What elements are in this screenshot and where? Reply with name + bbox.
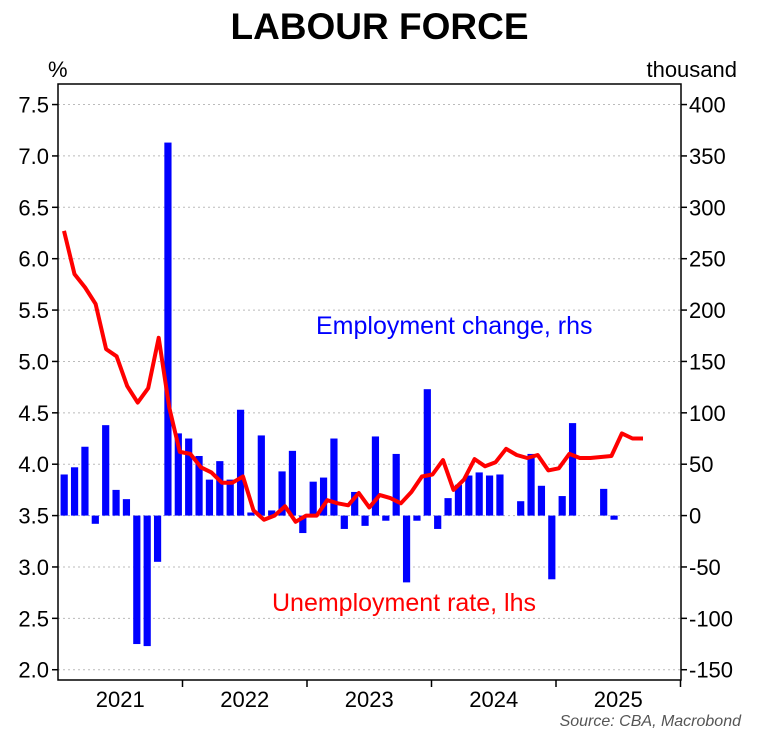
employment-bar xyxy=(371,436,380,516)
employment-bar xyxy=(568,423,577,516)
employment-bars xyxy=(60,142,618,647)
employment-bar xyxy=(195,455,203,516)
employment-bar xyxy=(496,474,504,516)
employment-bar xyxy=(444,498,452,516)
employment-bar xyxy=(330,438,338,516)
employment-bar xyxy=(236,409,245,516)
employment-bar xyxy=(361,515,369,526)
employment-bar xyxy=(205,479,214,516)
right-tick-label: -50 xyxy=(689,555,721,580)
employment-bar xyxy=(70,467,79,516)
employment-bar xyxy=(60,474,68,516)
left-tick-label: 6.5 xyxy=(18,195,49,220)
right-tick-label: 400 xyxy=(689,93,726,118)
employment-bar xyxy=(185,438,193,516)
annotation-employment: Employment change, rhs xyxy=(316,312,593,340)
left-tick-label: 3.5 xyxy=(18,504,49,529)
employment-bar xyxy=(133,515,141,645)
plot-frame xyxy=(57,83,682,681)
employment-bar xyxy=(392,453,400,516)
employment-bar xyxy=(475,472,483,516)
right-tick-label: 350 xyxy=(689,144,726,169)
left-tick-label: 7.5 xyxy=(18,93,49,118)
employment-bar xyxy=(309,481,317,516)
employment-bar xyxy=(268,510,276,516)
employment-bar xyxy=(517,501,525,516)
employment-bar xyxy=(454,484,463,516)
left-axis: 2.0 2.5 3.0 3.5 4.0 4.5 5.0 5.5 6.0 6.5 7.0 7.5 xyxy=(18,93,58,683)
employment-bar xyxy=(382,515,390,521)
employment-bar xyxy=(340,515,348,529)
right-tick-label: -150 xyxy=(689,658,733,683)
employment-bar xyxy=(351,491,359,516)
x-tick-label: 2021 xyxy=(96,687,145,712)
right-axis: -150 -100 -50 0 50 100 150 200 250 300 350 400 xyxy=(681,93,733,683)
employment-bar xyxy=(91,515,99,524)
employment-bar xyxy=(143,515,151,647)
right-tick-label: 300 xyxy=(689,195,726,220)
left-tick-label: 3.0 xyxy=(18,555,49,580)
annotation-unemployment: Unemployment rate, lhs xyxy=(272,589,536,617)
employment-bar xyxy=(257,435,265,516)
employment-bar xyxy=(319,477,328,516)
employment-bar xyxy=(288,450,297,516)
employment-bar xyxy=(216,461,224,516)
employment-bar xyxy=(610,515,618,520)
right-tick-label: 0 xyxy=(689,504,701,529)
left-tick-label: 5.5 xyxy=(18,298,49,323)
source-note: Source: CBA, Macrobond xyxy=(559,713,741,730)
left-axis-unit: % xyxy=(48,57,68,82)
x-tick-label: 2023 xyxy=(345,687,394,712)
x-axis: 2021 2022 2023 2024 2025 xyxy=(96,680,682,712)
right-tick-label: 250 xyxy=(689,247,726,272)
employment-bar xyxy=(102,425,110,516)
left-tick-label: 4.5 xyxy=(18,401,49,426)
employment-bar xyxy=(299,515,307,534)
employment-bar xyxy=(434,515,442,529)
employment-bar xyxy=(112,489,120,516)
right-tick-label: -100 xyxy=(689,606,733,631)
right-tick-label: 50 xyxy=(689,452,713,477)
gridlines xyxy=(58,104,681,671)
right-tick-label: 150 xyxy=(689,349,726,374)
employment-bar xyxy=(465,475,473,516)
employment-bar xyxy=(485,475,494,516)
employment-bar xyxy=(81,446,89,516)
left-tick-label: 4.0 xyxy=(18,452,49,477)
employment-bar xyxy=(527,453,535,516)
employment-bar xyxy=(423,389,431,516)
employment-bar xyxy=(600,488,608,516)
employment-bar xyxy=(122,499,131,516)
employment-bar xyxy=(413,515,421,521)
right-axis-unit: thousand xyxy=(646,57,737,82)
employment-bar xyxy=(247,512,255,516)
employment-bar xyxy=(226,479,234,516)
employment-bar xyxy=(537,485,546,516)
employment-bar xyxy=(548,515,556,580)
right-tick-label: 100 xyxy=(689,401,726,426)
left-tick-label: 2.5 xyxy=(18,606,49,631)
left-tick-label: 7.0 xyxy=(18,144,49,169)
employment-bar xyxy=(278,471,286,516)
left-tick-label: 2.0 xyxy=(18,658,49,683)
employment-bar xyxy=(174,433,182,516)
employment-bar xyxy=(558,496,566,516)
x-tick-label: 2022 xyxy=(220,687,269,712)
x-tick-label: 2025 xyxy=(594,687,643,712)
left-tick-label: 6.0 xyxy=(18,247,49,272)
chart-title: LABOUR FORCE xyxy=(230,6,529,47)
left-tick-label: 5.0 xyxy=(18,349,49,374)
right-tick-label: 200 xyxy=(689,298,726,323)
employment-bar xyxy=(402,515,411,583)
unemployment-line xyxy=(62,230,643,524)
x-tick-label: 2024 xyxy=(469,687,518,712)
employment-bar xyxy=(164,142,172,516)
employment-bar xyxy=(153,515,162,562)
